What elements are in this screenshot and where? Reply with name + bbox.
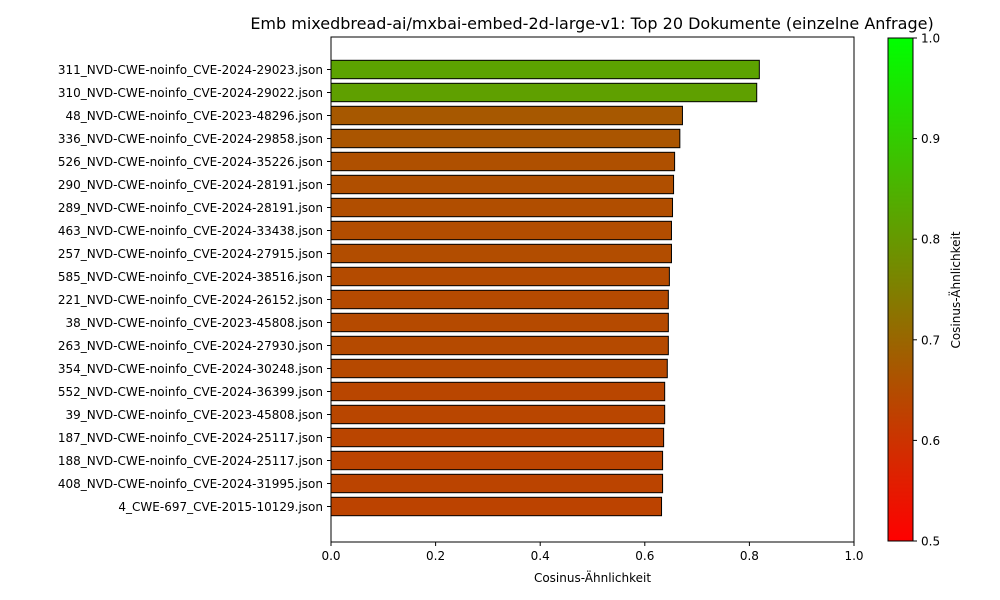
y-tick-label: 336_NVD-CWE-noinfo_CVE-2024-29858.json xyxy=(58,132,323,146)
bar xyxy=(330,473,664,494)
bar xyxy=(330,450,664,471)
colorbar-tick-label: 0.9 xyxy=(921,132,940,146)
colorbar-tick-label: 0.8 xyxy=(921,233,940,247)
colorbar-ticks: 0.5 0.6 0.7 0.8 0.9 1.0 xyxy=(913,32,940,549)
chart-title: Emb mixedbread-ai/mxbai-embed-2d-large-v… xyxy=(250,14,933,33)
y-tick-label: 526_NVD-CWE-noinfo_CVE-2024-35226.json xyxy=(58,155,323,169)
y-tick-label: 221_NVD-CWE-noinfo_CVE-2024-26152.json xyxy=(58,293,323,307)
y-tick-label: 463_NVD-CWE-noinfo_CVE-2024-33438.json xyxy=(58,224,323,238)
y-tick-label: 289_NVD-CWE-noinfo_CVE-2024-28191.json xyxy=(58,201,323,215)
y-tick-label: 39_NVD-CWE-noinfo_CVE-2023-45808.json xyxy=(65,408,323,422)
x-tick-label: 0.8 xyxy=(740,549,759,563)
x-tick-label: 0.0 xyxy=(321,549,340,563)
bar xyxy=(330,197,674,218)
bars-layer xyxy=(330,59,760,517)
x-tick-label: 0.2 xyxy=(426,549,445,563)
plot-frame xyxy=(330,36,855,543)
x-axis-label: Cosinus-Ähnlichkeit xyxy=(534,570,651,585)
y-tick-label: 408_NVD-CWE-noinfo_CVE-2024-31995.json xyxy=(58,477,323,491)
y-tick-label: 38_NVD-CWE-noinfo_CVE-2023-45808.json xyxy=(65,316,323,330)
y-tick-label: 187_NVD-CWE-noinfo_CVE-2024-25117.json xyxy=(58,431,323,445)
x-tick-label: 0.6 xyxy=(635,549,654,563)
bar xyxy=(330,404,666,425)
y-tick-label: 311_NVD-CWE-noinfo_CVE-2024-29023.json xyxy=(58,63,323,77)
y-tick-label: 354_NVD-CWE-noinfo_CVE-2024-30248.json xyxy=(58,362,323,376)
x-tick-label: 0.4 xyxy=(531,549,550,563)
bar xyxy=(330,427,665,448)
x-axis-ticks: 0.0 0.2 0.4 0.6 0.8 1.0 xyxy=(321,542,864,563)
bar xyxy=(330,266,670,287)
bar xyxy=(330,312,669,333)
bar xyxy=(330,151,676,172)
bar xyxy=(330,289,669,310)
colorbar-tick-label: 0.7 xyxy=(921,333,940,347)
bar xyxy=(330,335,669,356)
colorbar-tick-label: 0.6 xyxy=(921,434,940,448)
y-tick-label: 585_NVD-CWE-noinfo_CVE-2024-38516.json xyxy=(58,270,323,284)
bar xyxy=(330,358,668,379)
bar xyxy=(330,381,666,402)
bar xyxy=(330,82,758,103)
y-tick-label: 188_NVD-CWE-noinfo_CVE-2024-25117.json xyxy=(58,454,323,468)
y-tick-label: 552_NVD-CWE-noinfo_CVE-2024-36399.json xyxy=(58,385,323,399)
y-tick-label: 4_CWE-697_CVE-2015-10129.json xyxy=(118,500,323,514)
bar xyxy=(330,220,672,241)
bar xyxy=(330,243,672,264)
bar xyxy=(330,105,683,126)
y-tick-labels: 311_NVD-CWE-noinfo_CVE-2024-29023.json 31… xyxy=(58,63,331,514)
bar xyxy=(330,496,663,517)
colorbar-tick-label: 0.5 xyxy=(921,535,940,549)
bar xyxy=(330,59,760,80)
x-tick-label: 1.0 xyxy=(844,549,863,563)
y-tick-label: 290_NVD-CWE-noinfo_CVE-2024-28191.json xyxy=(58,178,323,192)
bar xyxy=(330,174,675,195)
y-tick-label: 263_NVD-CWE-noinfo_CVE-2024-27930.json xyxy=(58,339,323,353)
colorbar-label: Cosinus-Ähnlichkeit xyxy=(948,231,963,348)
colorbar xyxy=(887,37,914,542)
colorbar-tick-label: 1.0 xyxy=(921,32,940,46)
y-tick-label: 310_NVD-CWE-noinfo_CVE-2024-29022.json xyxy=(58,86,323,100)
y-tick-label: 257_NVD-CWE-noinfo_CVE-2024-27915.json xyxy=(58,247,323,261)
y-tick-label: 48_NVD-CWE-noinfo_CVE-2023-48296.json xyxy=(65,109,323,123)
bar xyxy=(330,128,681,149)
